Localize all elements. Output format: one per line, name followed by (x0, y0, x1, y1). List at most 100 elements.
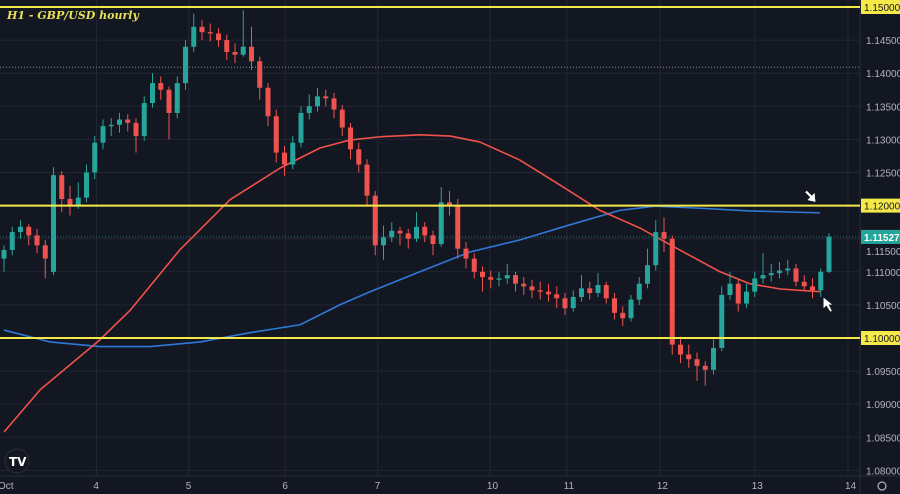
candle (653, 220, 659, 271)
candle-body (306, 106, 312, 113)
candle (636, 277, 642, 305)
candle-body (141, 102, 147, 137)
candle-body (801, 281, 807, 287)
x-tick-label: 5 (186, 481, 192, 492)
candle-body (587, 288, 593, 293)
candle-body (661, 232, 667, 239)
candle (249, 26, 254, 70)
last-price-badge (861, 229, 900, 244)
candle (141, 96, 147, 141)
y-tick-label: 1.10500 (866, 301, 900, 312)
candle-body (760, 275, 766, 279)
candle-body (84, 172, 89, 198)
candle (339, 104, 345, 137)
candle-body (595, 285, 601, 293)
candle (661, 217, 667, 252)
level-price-badge (861, 0, 900, 14)
candle-body (645, 265, 650, 284)
candle (438, 187, 444, 247)
y-tick-label: 1.09500 (866, 367, 900, 378)
candle-body (711, 347, 716, 370)
candle (694, 352, 700, 382)
y-tick-label: 1.11500 (866, 247, 900, 258)
last-price-label: 1.11527 (864, 233, 900, 244)
candle (364, 159, 370, 206)
candle-body (554, 294, 560, 299)
level-price-label: 1.15000 (864, 3, 900, 14)
candle (587, 281, 593, 300)
candle (463, 242, 469, 269)
candle-body (793, 268, 799, 282)
candle (240, 10, 246, 57)
candle (595, 273, 601, 297)
candle (174, 76, 180, 119)
candle (51, 167, 56, 276)
candle-body (488, 277, 494, 280)
candle-body (810, 286, 815, 291)
candle-body (51, 175, 56, 272)
candle (191, 13, 197, 53)
candle (570, 290, 576, 312)
candle (546, 283, 551, 302)
candle (265, 83, 271, 127)
y-tick-label: 1.14000 (866, 69, 900, 80)
candle (282, 146, 287, 176)
y-tick-label: 1.13000 (866, 135, 900, 146)
candle (331, 93, 337, 119)
candle (645, 248, 650, 289)
candle (612, 292, 617, 320)
candle-body (298, 112, 304, 143)
candle (323, 89, 329, 107)
candle (298, 106, 304, 148)
candle (554, 286, 560, 309)
candle (207, 23, 213, 42)
candle-body (356, 149, 362, 165)
candle-body (9, 232, 15, 250)
candle (521, 277, 527, 295)
candle-body (455, 205, 461, 249)
candle-body (183, 46, 188, 84)
candle-body (174, 83, 180, 113)
candle (603, 281, 609, 304)
candle (381, 225, 386, 260)
candle (67, 185, 73, 216)
candle (513, 271, 518, 292)
level-price-label: 1.12000 (864, 202, 900, 213)
candle (315, 87, 320, 112)
y-tick-label: 1.12500 (866, 169, 900, 180)
candle (504, 263, 510, 284)
candle-body (282, 152, 287, 165)
candle-body (331, 98, 337, 110)
candle (801, 275, 807, 292)
candle (810, 278, 815, 299)
candle (306, 94, 312, 120)
x-tick-label: 11 (564, 481, 575, 492)
candle-body (125, 119, 131, 123)
candle (133, 118, 139, 153)
y-tick-label: 1.14500 (866, 36, 900, 47)
candle-body (191, 26, 197, 47)
candle (793, 263, 799, 287)
candle (232, 43, 238, 64)
candle (826, 233, 832, 274)
candle (92, 136, 98, 180)
candle (372, 191, 378, 256)
settings-gear-icon[interactable] (877, 481, 887, 491)
x-tick-label: 12 (657, 481, 669, 492)
candle-body (364, 164, 370, 196)
candle-body (438, 202, 444, 244)
candle-body (133, 122, 139, 137)
candle-body (34, 235, 40, 246)
candle-body (199, 26, 205, 33)
candle-body (529, 286, 535, 291)
candle-body (826, 236, 832, 272)
candle (744, 283, 749, 309)
candle-body (620, 312, 626, 319)
candle-body (702, 365, 708, 370)
candle-body (612, 298, 617, 313)
candle (686, 344, 692, 368)
x-tick-label: 6 (282, 481, 288, 492)
candle (628, 294, 634, 322)
candle (414, 212, 419, 243)
